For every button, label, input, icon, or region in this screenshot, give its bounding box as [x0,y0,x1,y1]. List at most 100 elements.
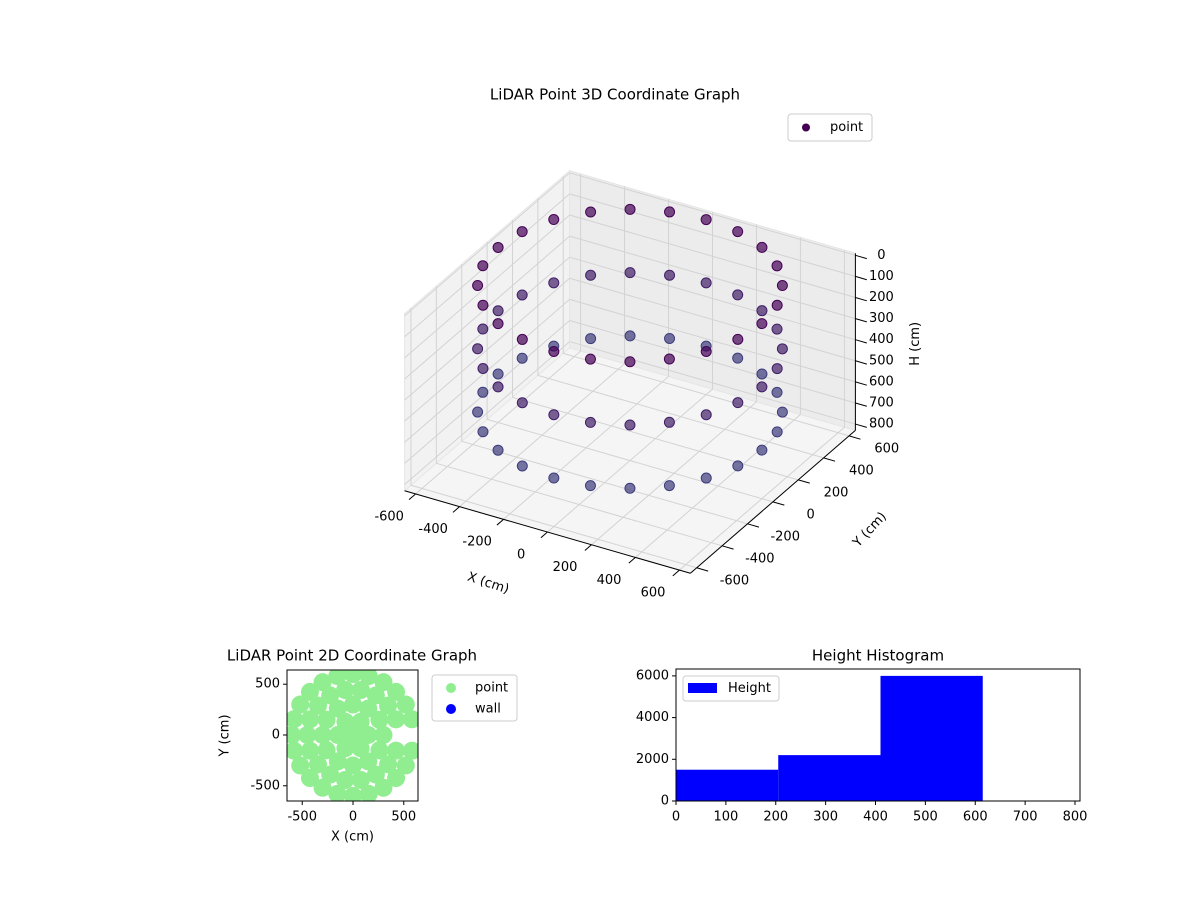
legend-label: wall [475,702,501,717]
chart-title: LiDAR Point 3D Coordinate Graph [490,86,740,104]
y-tick-label: 500 [255,677,280,692]
x-tick-label: 700 [1013,810,1038,825]
data-point [370,741,389,760]
data-point [624,203,636,215]
grid-line [569,298,856,383]
x-tick-label: 500 [391,810,416,825]
y-tick-label: 0 [806,508,814,523]
data-point [396,695,415,714]
data-point [477,386,489,398]
y-tick-label: 400 [849,464,874,479]
grid-line [461,440,748,525]
data-point [336,681,355,700]
grid-line [563,352,850,437]
data-point [663,480,675,492]
x-tick-label: -500 [287,810,317,825]
x-tick-label: 400 [863,810,888,825]
data-point [664,206,676,218]
data-point [328,752,347,771]
tick-mark [452,506,460,513]
data-point [336,739,355,758]
data-point [379,755,398,774]
x-tick-label: 400 [597,573,622,588]
data-point [585,333,597,345]
x-tick-label: 600 [963,810,988,825]
z-axis-label: H (cm) [908,322,923,366]
data-point [321,765,340,784]
z-tick-label: 400 [869,332,894,347]
x-tick-label: 800 [1063,810,1088,825]
data-point [351,681,370,700]
data-point [516,460,528,472]
grid-line [404,214,570,359]
data-point [732,352,744,364]
tick-mark [628,557,636,564]
tick-mark [672,569,680,577]
x-tick-label: 200 [763,810,788,825]
data-point [584,480,596,492]
legend-box [682,675,780,702]
data-point [328,725,347,744]
data-point [366,686,385,705]
data-point [756,381,768,393]
data-point [308,696,327,715]
x-tick-label: 500 [913,810,938,825]
tick-mark [823,457,836,462]
data-point [374,778,393,797]
data-point [321,686,340,705]
y-tick-label: 0 [272,727,280,742]
data-point [624,330,636,342]
data-point [344,670,363,684]
x-tick-label: 0 [349,810,357,825]
data-point [472,343,484,355]
grid-line [404,341,570,485]
grid-line [569,319,856,404]
x-axis [404,490,691,574]
y-tick-label: 600 [874,442,899,457]
grid-line [569,341,856,425]
z-tick-label: 600 [869,374,894,389]
data-point [756,368,768,380]
grid-line [404,277,570,422]
data-point [366,765,385,784]
y-tick-label: 200 [824,486,849,501]
y-tick-label: 6000 [636,668,669,683]
data-point [584,353,596,365]
data-point [387,769,406,788]
x-tick-label: 300 [813,810,838,825]
x-axis-label: X (cm) [331,830,374,845]
data-point [317,710,336,729]
legend-box [787,113,873,142]
x-tick-label: 0 [672,810,680,825]
x-tick-label: -600 [374,509,404,524]
data-point [298,725,317,744]
data-point [516,226,528,238]
x-tick-label: -400 [418,522,448,537]
data-point [548,345,560,357]
tick-mark [696,567,709,572]
data-point [317,741,336,760]
bar [676,769,779,801]
data-point [402,741,418,760]
tick-mark [496,518,504,526]
data-point [492,368,504,380]
grid-line [537,374,824,459]
y-tick-label: 0 [661,794,669,809]
z-tick-label: 800 [869,417,894,432]
data-point [548,409,560,421]
x-tick-label: -200 [462,535,492,550]
tick-mark [584,544,592,551]
grid-line [569,172,856,256]
tick-mark [855,318,867,323]
data-point [344,695,363,714]
data-point [700,277,712,289]
data-point [664,332,676,344]
data-point [336,770,355,789]
data-point [624,482,636,494]
data-point [387,682,406,701]
data-point [492,305,504,317]
data-point [287,710,304,729]
z-tick-label: 500 [869,353,894,368]
data-point [756,444,768,456]
data-point [477,260,489,272]
